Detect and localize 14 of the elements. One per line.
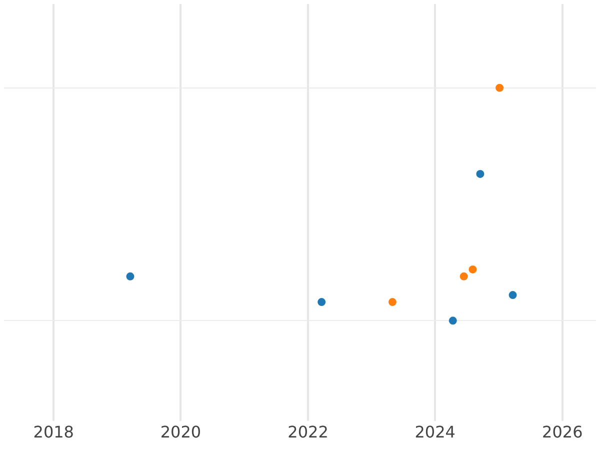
point bbox=[460, 272, 468, 280]
point bbox=[496, 84, 504, 92]
x-tick-label: 2022 bbox=[288, 422, 328, 442]
point bbox=[448, 316, 457, 325]
x-tick-label: 2018 bbox=[33, 422, 74, 442]
x-tick-label: 2020 bbox=[160, 422, 202, 442]
point bbox=[126, 272, 134, 280]
x-tick-label: 2026 bbox=[542, 422, 583, 442]
x-tick-label: 2024 bbox=[414, 422, 456, 442]
point bbox=[468, 265, 477, 274]
point bbox=[318, 298, 326, 306]
point bbox=[388, 298, 396, 306]
point bbox=[476, 170, 484, 178]
point bbox=[508, 291, 517, 300]
